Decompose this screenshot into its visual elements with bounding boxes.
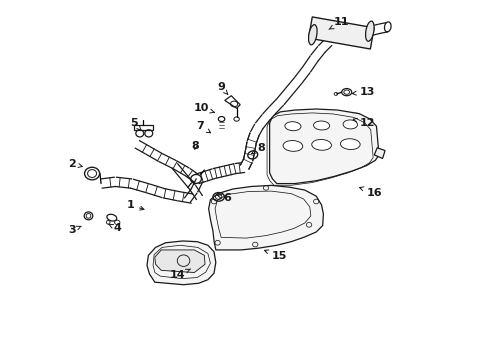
Ellipse shape [311, 139, 331, 150]
Text: 3: 3 [68, 225, 81, 235]
Bar [308, 17, 373, 49]
Polygon shape [240, 39, 331, 170]
Text: 8: 8 [251, 143, 264, 154]
Ellipse shape [285, 122, 300, 131]
Polygon shape [135, 140, 199, 183]
Text: 2: 2 [68, 159, 82, 169]
Ellipse shape [343, 120, 357, 129]
Text: 7: 7 [196, 121, 210, 133]
Text: 9: 9 [217, 82, 227, 94]
Ellipse shape [283, 140, 302, 151]
Text: 12: 12 [352, 118, 374, 128]
Polygon shape [155, 250, 204, 273]
Ellipse shape [365, 21, 373, 41]
Text: 8: 8 [191, 141, 199, 151]
Text: 4: 4 [108, 224, 121, 233]
Polygon shape [100, 177, 193, 203]
Text: 13: 13 [352, 87, 374, 97]
Text: 1: 1 [126, 200, 143, 210]
Text: 10: 10 [193, 103, 214, 113]
Polygon shape [269, 109, 378, 184]
Text: 14: 14 [169, 269, 190, 280]
Polygon shape [195, 162, 244, 184]
Ellipse shape [313, 121, 329, 130]
Text: 6: 6 [217, 193, 230, 203]
Polygon shape [373, 148, 384, 158]
Text: 16: 16 [359, 187, 381, 198]
Polygon shape [147, 241, 215, 285]
Ellipse shape [340, 139, 359, 149]
Text: 5: 5 [130, 118, 141, 130]
Text: 15: 15 [264, 250, 286, 261]
Ellipse shape [308, 25, 316, 45]
Text: 11: 11 [328, 17, 349, 29]
Polygon shape [208, 185, 323, 250]
